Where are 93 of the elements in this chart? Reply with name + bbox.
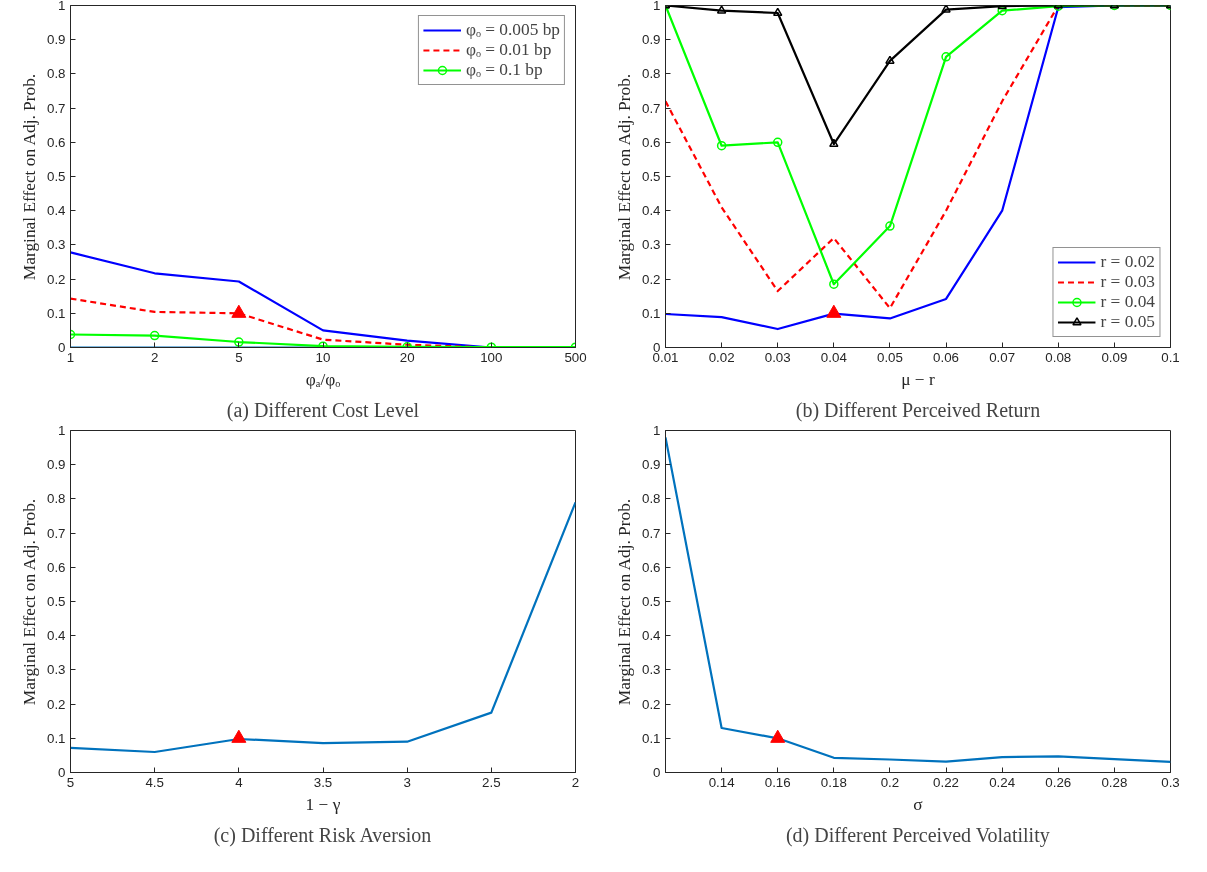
y-tick-label: 0.5 (641, 594, 661, 609)
x-tick-label: 0.02 (708, 349, 735, 365)
x-tick-label: 0.2 (880, 774, 900, 790)
x-tick-label: 0.06 (933, 349, 960, 365)
y-tick-label: 1 (58, 423, 66, 438)
y-axis-title: Marginal Effect on Adj. Prob. (614, 498, 634, 706)
y-tick-label: 0.8 (46, 491, 66, 507)
y-axis-title: Marginal Effect on Adj. Prob. (19, 73, 39, 281)
y-tick-label: 0.7 (46, 525, 66, 541)
x-tick-label: 2 (150, 349, 159, 365)
x-tick-label: 4 (235, 774, 244, 790)
text: (b) Different Perceived Return (795, 398, 1041, 422)
y-tick-label: 0.3 (641, 237, 661, 253)
x-tick-label: 0.24 (989, 774, 1016, 790)
y-tick-label: 1 (58, 0, 66, 13)
x-tick-label: 0.14 (708, 774, 736, 790)
y-tick-label: 0.5 (46, 169, 66, 184)
y-tick-label: 0.7 (46, 100, 66, 116)
x-tick-label: 5 (66, 774, 75, 790)
y-axis-title: Marginal Effect on Adj. Prob. (614, 73, 634, 281)
x-tick-label: 0.18 (820, 774, 847, 790)
text: (a) Different Cost Level (226, 398, 420, 422)
x-tick-label: 20 (399, 349, 415, 365)
x-tick-label: 0.16 (764, 774, 791, 790)
y-tick-label: 0.8 (46, 66, 66, 82)
y-tick-label: 0.1 (641, 730, 661, 746)
y-tick-label: 0.8 (641, 491, 661, 507)
x-tick-label: 0.05 (876, 349, 903, 365)
legend-label: φₒ = 0.01 bp (465, 40, 552, 60)
x-tick-label: 5 (235, 349, 243, 365)
x-axis-title: φₐ/φₒ (305, 369, 341, 389)
y-tick-label: 0.3 (641, 662, 661, 678)
y-tick-label: 0.4 (641, 203, 662, 219)
y-tick-label: 0.4 (641, 628, 662, 644)
y-tick-label: 0.6 (46, 559, 66, 575)
y-tick-label: 0.2 (641, 696, 661, 712)
y-tick-label: 0 (58, 340, 66, 355)
y-tick-label: 0.4 (46, 628, 67, 644)
legend-label: r = 0.02 (1100, 252, 1155, 272)
text: (c) Different Risk Aversion (213, 823, 432, 847)
y-tick-label: 0.1 (641, 305, 661, 321)
x-tick-label: 0.28 (1101, 774, 1128, 790)
y-tick-label: 0.2 (46, 271, 66, 287)
y-tick-label: 0.1 (46, 730, 66, 746)
x-axis-title: σ (913, 794, 924, 814)
x-tick-label: 0.1 (1161, 349, 1180, 365)
x-tick-label: 0.22 (933, 774, 960, 790)
y-tick-label: 0.7 (641, 525, 661, 541)
y-tick-label: 0.6 (641, 134, 661, 150)
x-tick-label: 0.26 (1045, 774, 1072, 790)
legend-label: r = 0.05 (1100, 312, 1155, 332)
x-tick-label: 0.08 (1045, 349, 1072, 365)
y-tick-label: 0.9 (641, 457, 661, 473)
x-tick-label: 10 (315, 349, 331, 365)
y-tick-label: 1 (653, 423, 661, 438)
y-tick-label: 0 (58, 765, 66, 780)
y-tick-label: 0.2 (641, 271, 661, 287)
y-tick-label: 0.3 (46, 662, 66, 678)
legend-label: φₒ = 0.1 bp (465, 60, 543, 80)
x-tick-label: 500 (564, 349, 587, 365)
x-tick-label: 0.09 (1101, 349, 1128, 365)
y-tick-label: 0.5 (46, 594, 66, 609)
y-tick-label: 0.2 (46, 696, 66, 712)
y-tick-label: 0.9 (641, 32, 661, 48)
y-tick-label: 0.6 (641, 559, 661, 575)
x-axis-title: 1 − γ (305, 794, 341, 814)
y-tick-label: 0.7 (641, 100, 661, 116)
y-tick-label: 0.9 (46, 32, 66, 48)
x-tick-label: 100 (480, 349, 503, 365)
x-tick-label: 0.03 (764, 349, 791, 365)
y-tick-label: 0.6 (46, 134, 66, 150)
y-tick-label: 0 (653, 765, 661, 780)
y-tick-label: 1 (653, 0, 661, 13)
x-axis-title: μ − r (901, 369, 935, 389)
x-tick-label: 0.3 (1161, 774, 1180, 790)
legend-label: r = 0.03 (1100, 272, 1155, 292)
y-tick-label: 0.9 (46, 457, 66, 473)
legend-label: r = 0.04 (1100, 292, 1155, 312)
x-tick-label: 0.04 (820, 349, 848, 365)
x-tick-label: 0.07 (989, 349, 1016, 365)
y-tick-label: 0.1 (46, 305, 66, 321)
x-tick-label: 4.5 (145, 774, 164, 790)
x-tick-label: 2 (571, 774, 580, 790)
x-tick-label: 2.5 (482, 774, 501, 790)
y-tick-label: 0.3 (46, 237, 66, 253)
y-tick-label: 0.4 (46, 203, 67, 219)
y-axis-title: Marginal Effect on Adj. Prob. (19, 498, 39, 706)
text: (d) Different Perceived Volatility (785, 823, 1050, 847)
legend-label: φₒ = 0.005 bp (465, 20, 560, 40)
x-tick-label: 3.5 (313, 774, 333, 790)
y-tick-label: 0.5 (641, 169, 661, 184)
x-tick-label: 3 (403, 774, 411, 790)
y-tick-label: 0.8 (641, 66, 661, 82)
